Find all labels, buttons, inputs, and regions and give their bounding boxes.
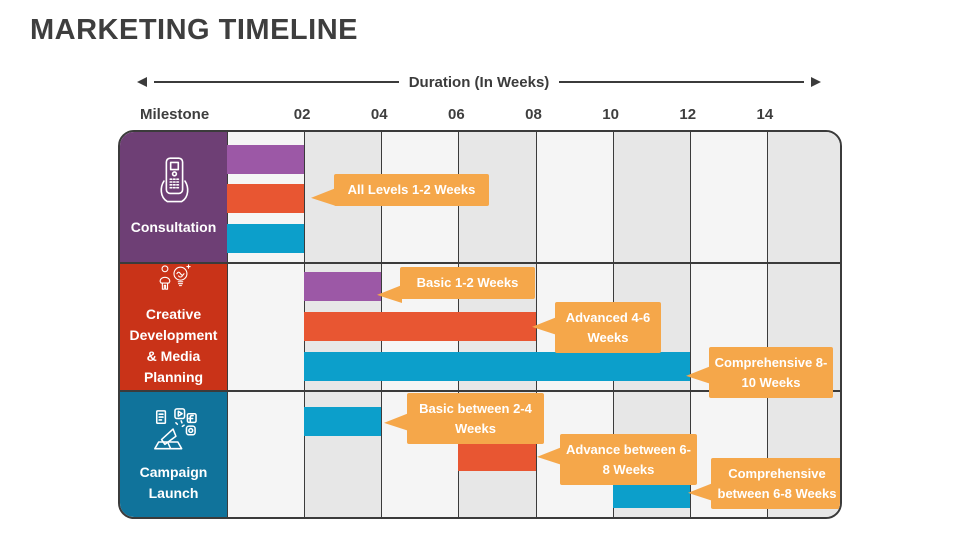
grid-line-vertical (689, 132, 691, 517)
gantt-bar (304, 272, 382, 301)
grid-line-horizontal (120, 262, 840, 264)
callout-label: Basic between 2-4 Weeks (384, 393, 544, 444)
milestone-label: Campaign Launch (139, 464, 208, 501)
duration-axis-label: Duration (In Weeks) (408, 73, 550, 91)
arrow-line-left (154, 81, 399, 83)
callout-label: Advanced 4-6 Weeks (532, 302, 661, 353)
timeline-table: Consultation Creative Development & Medi… (118, 130, 842, 519)
phone-icon (160, 157, 188, 203)
callout-label: Comprehensive 8-10 Weeks (686, 347, 833, 398)
gantt-bar (227, 224, 305, 253)
week-label: 02 (293, 106, 311, 123)
milestone-cell-creative-development: Creative Development & Media Planning (120, 262, 227, 390)
megaphone-social-icon (153, 408, 197, 450)
callout-label: Comprehensive between 6-8 Weeks (688, 458, 840, 509)
gantt-bar (227, 145, 305, 174)
grid-column (766, 132, 840, 517)
page-title: MARKETING TIMELINE (30, 14, 358, 46)
milestone-label: Consultation (130, 219, 217, 235)
gantt-bar (304, 312, 536, 341)
arrowhead-right-icon (811, 77, 822, 87)
callout-label: Advance between 6-8 Weeks (537, 434, 697, 485)
gantt-bar (227, 184, 305, 213)
arrow-line-right (559, 81, 805, 83)
grid-line-vertical (766, 132, 768, 517)
week-label: 10 (602, 106, 619, 123)
creative-idea-icon (159, 264, 191, 290)
callout-label: Basic 1-2 Weeks (377, 267, 535, 303)
week-label: 12 (679, 106, 697, 123)
week-label: 04 (370, 106, 388, 123)
gantt-bar (458, 442, 536, 471)
milestone-cell-consultation: Consultation (120, 132, 227, 262)
grid-column (689, 132, 767, 517)
grid-line-horizontal (120, 390, 840, 392)
week-label: 08 (525, 106, 542, 123)
milestone-label: Creative Development & Media Planning (129, 306, 218, 385)
callout-label: All Levels 1-2 Weeks (311, 174, 489, 206)
gantt-bar (304, 407, 382, 436)
grid-line-vertical (535, 132, 537, 517)
gantt-bar (304, 352, 690, 381)
week-label: 06 (448, 106, 465, 123)
milestone-column-header: Milestone (140, 106, 210, 123)
milestone-cell-campaign-launch: Campaign Launch (120, 390, 227, 517)
duration-axis-arrow: Duration (In Weeks) (137, 73, 822, 91)
arrowhead-left-icon (137, 77, 147, 87)
grid-line-vertical (227, 132, 228, 517)
week-label: 14 (756, 106, 774, 123)
